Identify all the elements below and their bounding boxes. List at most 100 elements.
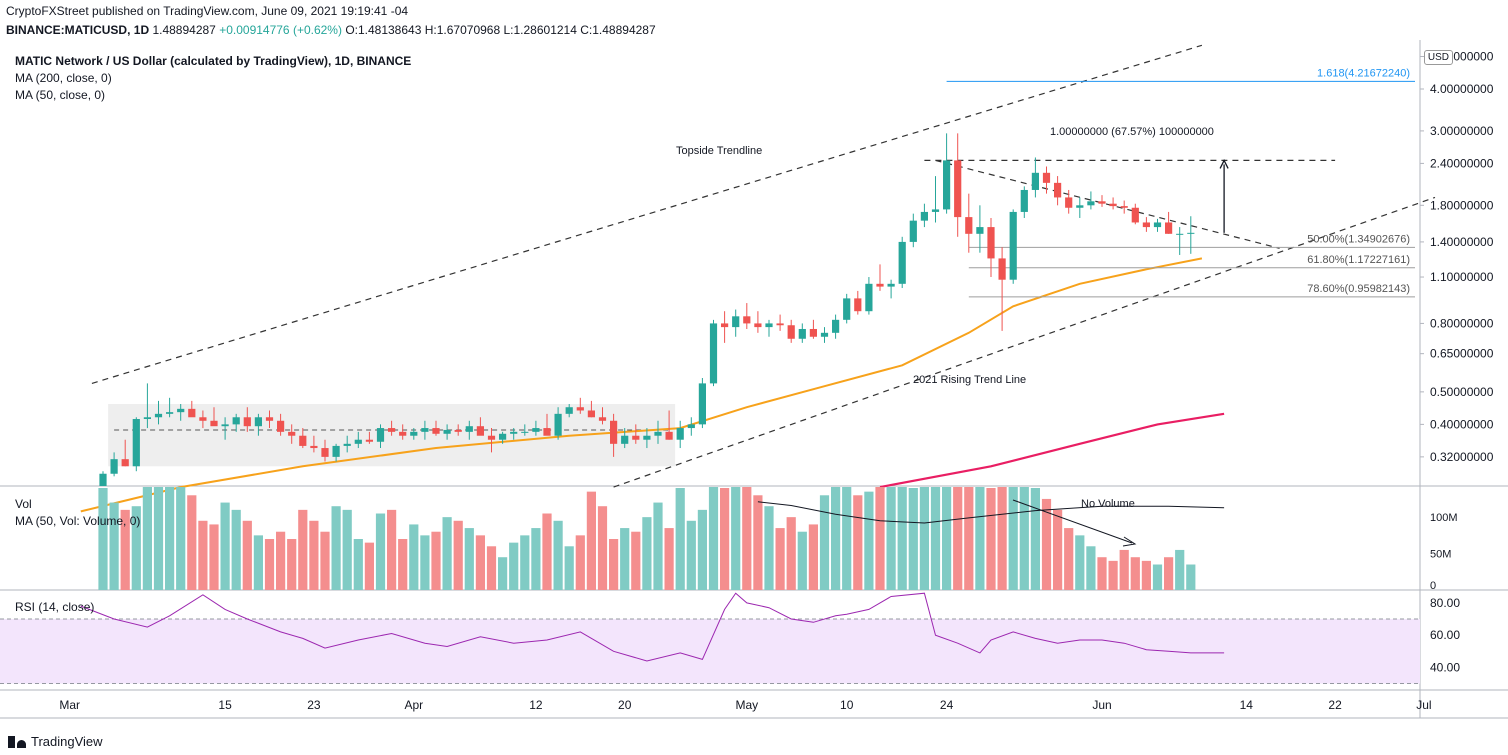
candle-body	[154, 413, 163, 418]
volume-tick-label: 50M	[1430, 549, 1451, 561]
publish-info: CryptoFXStreet published on TradingView.…	[6, 4, 409, 18]
candle	[765, 319, 773, 337]
candle-body	[565, 407, 573, 414]
candle	[1131, 203, 1139, 225]
candle-body	[1142, 222, 1150, 228]
candle-body	[510, 431, 518, 434]
candle-body	[421, 428, 429, 432]
change: +0.00914776 (+0.62%)	[219, 23, 342, 37]
volume-bar	[120, 509, 130, 590]
candle	[277, 413, 285, 436]
volume-bar	[742, 487, 752, 590]
currency-badge[interactable]: USD	[1423, 50, 1453, 65]
candle-body	[188, 408, 196, 418]
volume-label[interactable]: Vol	[15, 497, 32, 511]
candle	[232, 413, 240, 432]
volume-bar	[342, 509, 352, 590]
candle	[432, 420, 440, 436]
volume-bar	[1108, 560, 1118, 590]
candle-body	[909, 220, 917, 242]
candle	[1153, 218, 1162, 232]
candle-body	[265, 417, 274, 421]
candle	[965, 193, 973, 253]
volume-bar	[897, 487, 907, 590]
volume-bar	[131, 506, 141, 590]
candle-body	[1098, 201, 1106, 204]
volume-bar	[842, 487, 852, 590]
candle	[998, 247, 1006, 331]
candle	[332, 443, 340, 462]
volume-bar	[775, 528, 785, 590]
candle	[1142, 217, 1150, 232]
volume-bar	[298, 509, 308, 590]
volume-bar	[320, 531, 330, 590]
candle-body	[121, 459, 129, 467]
ma200-legend[interactable]: MA (200, close, 0)	[15, 71, 112, 85]
candle	[110, 452, 118, 477]
candle	[265, 410, 274, 429]
volume-bar	[142, 487, 152, 590]
volume-bar	[98, 488, 108, 590]
volume-bar	[986, 488, 996, 590]
rsi-band	[0, 619, 1420, 684]
candle-body	[754, 323, 762, 328]
volume-bar	[1164, 557, 1174, 590]
candle-body	[632, 435, 640, 440]
volume-bar	[1019, 487, 1029, 590]
volume-ma-line	[757, 501, 1225, 524]
candle-body	[110, 459, 118, 474]
volume-bar	[731, 487, 741, 590]
volume-bar	[620, 528, 630, 590]
candle	[887, 279, 895, 299]
volume-bar	[475, 535, 485, 590]
volume-bar	[808, 524, 818, 590]
volume-bar	[564, 546, 574, 590]
volume-bar	[997, 487, 1007, 590]
volume-bar	[220, 502, 230, 590]
candle	[510, 428, 518, 440]
volume-bar	[664, 528, 674, 590]
rsi-legend[interactable]: RSI (14, close)	[15, 600, 95, 614]
candle	[787, 319, 795, 343]
volume-bar	[1097, 557, 1107, 590]
volume-bar	[486, 546, 497, 590]
volume-bar	[1119, 549, 1129, 590]
volume-bar	[964, 487, 974, 590]
fib-level-label: 1.618(4.21672240)	[1317, 67, 1410, 79]
candle-body	[887, 283, 895, 287]
price-tick-label: 1.10000000	[1430, 270, 1494, 284]
volume-bar	[819, 495, 830, 590]
candle-body	[898, 241, 906, 284]
candle	[188, 400, 196, 418]
candle-body	[1153, 222, 1162, 228]
price-tick-label: 0.80000000	[1430, 316, 1494, 330]
candle-body	[1031, 172, 1039, 190]
volume-bar	[364, 542, 374, 590]
candle-body	[798, 328, 806, 339]
candle-body	[1054, 182, 1062, 198]
candle	[676, 420, 684, 449]
candle-body	[243, 417, 251, 427]
candle-body	[410, 431, 418, 436]
candle	[987, 217, 995, 278]
fib-level-label: 61.80%(1.17227161)	[1307, 254, 1410, 266]
price-tick-label: 3.00000000	[1430, 124, 1494, 138]
volume-bar	[864, 491, 874, 590]
candle	[621, 428, 629, 449]
candle	[1087, 191, 1095, 210]
volume-bar	[597, 506, 608, 590]
candle-body	[598, 417, 607, 421]
volume-bar	[708, 487, 719, 590]
candle-body	[454, 429, 462, 432]
candle-body	[943, 160, 951, 210]
volume-ma-legend[interactable]: MA (50, Vol: Volume, 0)	[15, 514, 141, 528]
time-tick-label: Jun	[1092, 698, 1111, 712]
volume-bar	[764, 506, 774, 590]
candle	[410, 428, 418, 440]
candle	[376, 424, 385, 449]
time-tick-label: 22	[1328, 698, 1342, 712]
tradingview-logo[interactable]: TradingView	[8, 734, 103, 749]
ma50-legend[interactable]: MA (50, close, 0)	[15, 88, 106, 102]
candle	[1020, 186, 1028, 218]
